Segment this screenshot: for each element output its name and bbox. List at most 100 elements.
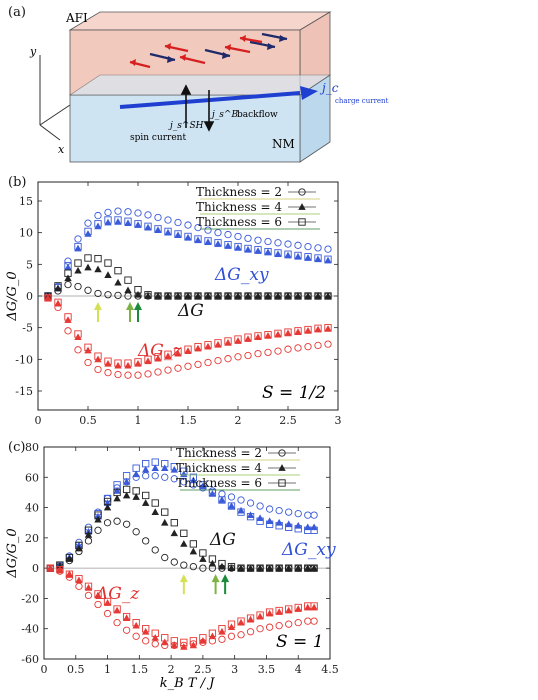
data-point [54, 298, 62, 306]
data-point [284, 564, 293, 572]
chart-b: (b) 0 0.5 1 1.5 2 2.5 3 -15 -10 -5 0 5 10 15 ΔG/G_0 Thic… [5, 175, 342, 427]
x-tick-label: 0.5 [67, 663, 85, 676]
data-point [194, 343, 202, 351]
data-point [224, 355, 232, 363]
data-point [256, 612, 264, 620]
data-point [122, 626, 131, 634]
data-point [275, 506, 283, 515]
data-point [84, 582, 93, 590]
data-point [184, 232, 192, 241]
chart-tag: (b) [8, 175, 26, 190]
data-point [214, 239, 222, 247]
data-point [114, 278, 122, 286]
data-point [54, 284, 62, 292]
data-point [284, 240, 292, 248]
data-point [274, 292, 282, 300]
series-z-t4 [46, 564, 318, 650]
y-tick-label: 10 [19, 227, 33, 240]
data-point [104, 218, 112, 226]
y-tick-label: 0 [26, 290, 33, 303]
data-point [244, 244, 252, 253]
data-point [237, 618, 245, 626]
data-point [234, 242, 242, 251]
data-point [199, 482, 207, 490]
data-point [64, 261, 72, 270]
data-point [74, 282, 82, 291]
x-tick-label: 3 [335, 414, 342, 427]
data-point [275, 608, 283, 615]
data-point [194, 292, 202, 299]
data-point [294, 619, 302, 627]
data-point [304, 292, 312, 299]
legend-marker [298, 203, 306, 210]
y-tick-label: 0 [32, 562, 39, 575]
data-point [84, 219, 92, 227]
data-point [104, 259, 112, 267]
data-point [265, 520, 274, 528]
data-point [64, 327, 72, 335]
data-point [104, 216, 112, 224]
panel-a-schematic: (a) y z x AFI NM j_c charge current [8, 5, 389, 163]
data-point [294, 603, 302, 612]
data-point [284, 329, 292, 337]
data-point [294, 327, 302, 335]
data-point [324, 255, 332, 263]
x-tick-label: 2.5 [194, 663, 212, 676]
data-point [113, 517, 121, 525]
data-point [144, 222, 152, 230]
data-point [264, 248, 272, 256]
data-point [246, 614, 255, 622]
data-point [256, 611, 264, 619]
data-point [122, 491, 131, 499]
data-point [84, 584, 93, 591]
data-point [94, 591, 102, 599]
data-point [194, 236, 202, 244]
data-point [124, 208, 132, 216]
data-point [208, 559, 217, 567]
chart-c: (c) 0 0.5 1 1.5 2 2.5 3 3.5 4 4.5 -60 -40 -20 0 20 40 60 8… [5, 440, 339, 691]
x-tick-label: 1 [104, 663, 111, 676]
data-point [134, 220, 142, 228]
data-point [94, 365, 102, 374]
data-point [199, 481, 207, 489]
series-z-t6 [44, 294, 332, 367]
data-point [103, 519, 112, 527]
y-tick-label: -40 [21, 623, 39, 636]
data-point [161, 464, 169, 472]
nm-label: NM [272, 137, 295, 151]
data-point [74, 259, 82, 267]
data-point [84, 254, 92, 262]
data-point [114, 216, 122, 224]
data-point [113, 481, 121, 489]
spin-annotation: S = 1 [276, 632, 324, 652]
data-point [151, 499, 159, 507]
coordinate-axes [39, 55, 71, 141]
data-point [275, 622, 283, 630]
data-point [144, 292, 152, 299]
series-g-t4 [46, 491, 318, 572]
data-point [265, 564, 274, 572]
data-point [142, 460, 150, 468]
data-point [170, 519, 178, 527]
data-point [122, 485, 131, 494]
transition-arrow-head [179, 574, 188, 583]
data-point [254, 292, 262, 299]
data-point [124, 217, 132, 225]
data-point [151, 640, 159, 648]
data-point [256, 564, 264, 572]
data-point [104, 271, 112, 278]
data-point [132, 632, 140, 640]
data-point [199, 555, 207, 562]
data-point [204, 292, 212, 300]
spin-annotation: S = 1/2 [262, 383, 326, 403]
data-point [174, 218, 182, 227]
legend-marker [298, 188, 306, 196]
data-point [154, 213, 162, 222]
data-point [274, 239, 282, 247]
x-tick-label: 3.5 [258, 663, 276, 676]
data-point [154, 368, 162, 376]
data-point [237, 508, 245, 516]
data-point [94, 352, 102, 360]
data-point [275, 606, 283, 615]
nm-block [69, 74, 331, 163]
